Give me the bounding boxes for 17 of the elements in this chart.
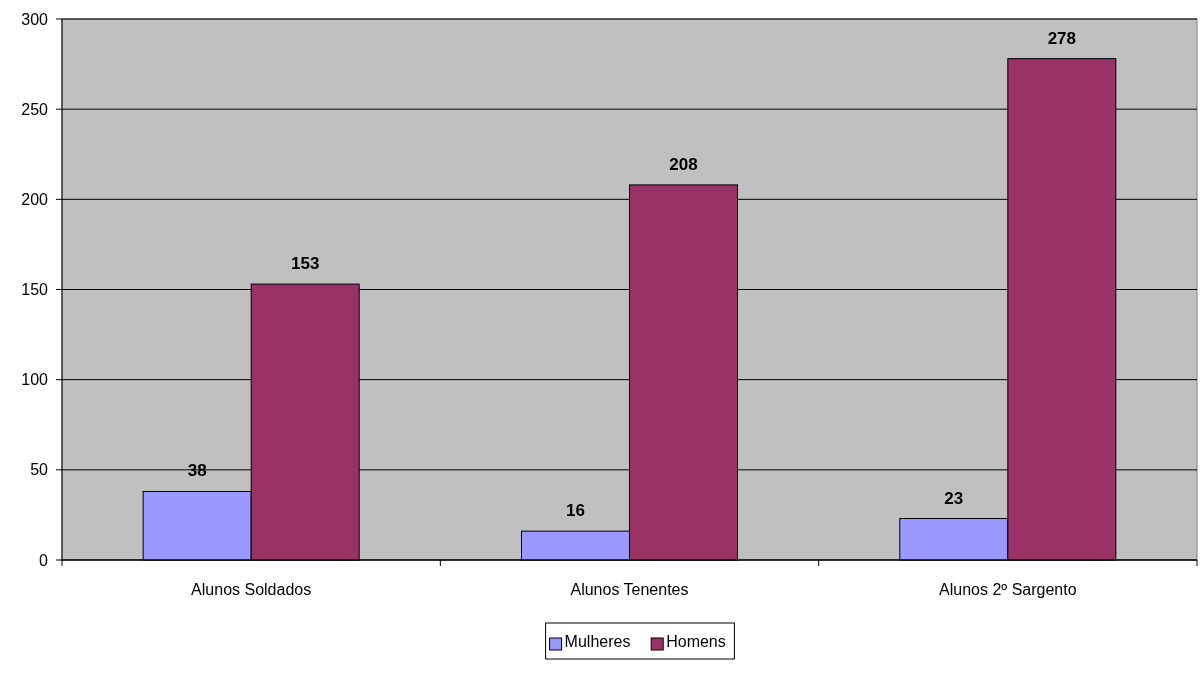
y-tick-label: 50 [30, 461, 49, 479]
data-label: 16 [566, 501, 585, 521]
data-label: 153 [290, 254, 320, 274]
x-tick-label: Alunos 2º Sargento [939, 581, 1077, 598]
data-label: 278 [1047, 28, 1077, 48]
y-tick-label: 250 [21, 100, 49, 118]
legend-label: Homens [666, 632, 726, 650]
x-tick-label: Alunos Tenentes [570, 581, 689, 598]
x-tick-label: Alunos Soldados [191, 581, 312, 598]
data-label: 208 [669, 154, 698, 174]
y-tick-label: 150 [21, 281, 49, 299]
y-tick-label: 100 [21, 371, 49, 389]
y-tick-label: 300 [21, 10, 49, 28]
legend-label: Mulheres [564, 632, 631, 650]
data-label: 23 [944, 488, 964, 508]
y-tick-label: 0 [39, 551, 49, 569]
y-tick-label: 200 [21, 190, 49, 208]
